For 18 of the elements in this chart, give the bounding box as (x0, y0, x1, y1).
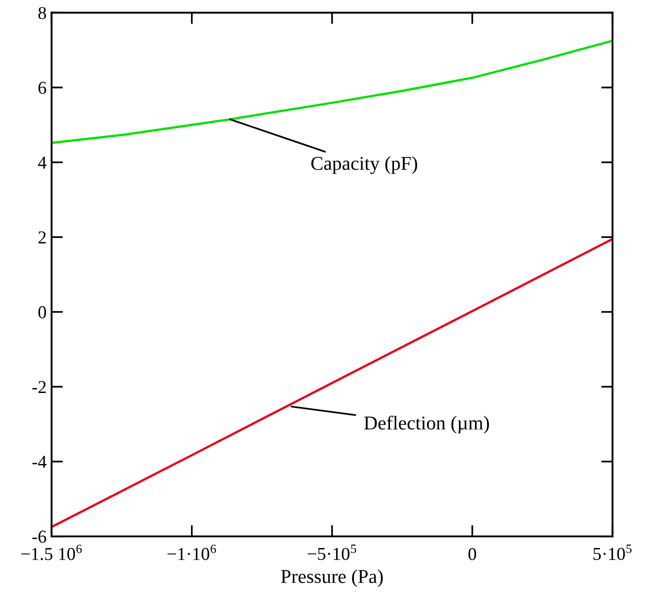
y-tick-label: 4 (38, 156, 46, 169)
y-tick-label: -4 (32, 456, 46, 468)
y-tick-label: 6 (38, 82, 46, 94)
x-tick-label: 0 (468, 548, 476, 560)
line-series (52, 40, 613, 144)
x-tick-label: −1.5 10$^{6}$ (21, 544, 82, 560)
x-tick-label: −5·10$^{5}$ (308, 544, 356, 560)
x-axis-title: Pressure (Pa) (281, 569, 383, 588)
y-tick-label: -2 (32, 381, 46, 393)
y-tick-label: -6 (32, 530, 46, 543)
line-series (52, 238, 613, 528)
y-tick-label: 8 (38, 6, 46, 20)
annotation: Deflection (µm) (364, 416, 489, 434)
x-tick-label: −1·10$^{6}$ (168, 544, 216, 560)
y-tick-label: 0 (38, 306, 46, 318)
annotation: Capacity (pF) (311, 156, 418, 174)
x-tick-label: 5·10$^{5}$ (594, 544, 632, 560)
y-tick-label: 2 (38, 231, 46, 244)
